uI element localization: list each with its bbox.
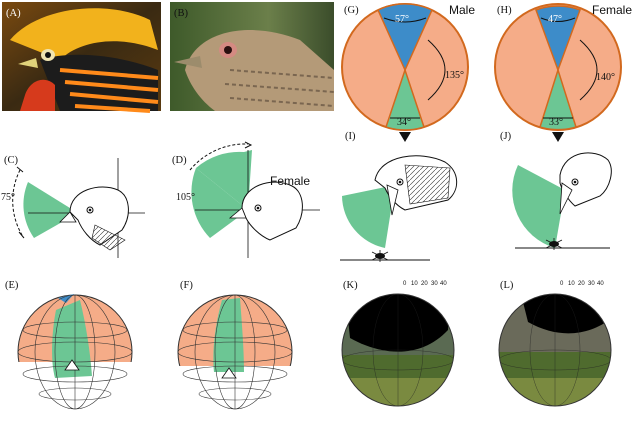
- visual-field-map-male: (G) Male 57° 135° 34°: [341, 3, 475, 142]
- panel-label-k: (K): [343, 280, 358, 291]
- binocular-sector: [512, 165, 565, 248]
- vertical-section-male: (C) 75°: [1, 155, 145, 258]
- scene-projection-female: (L) 0 10 20 30 40: [498, 280, 612, 407]
- panel-label-h: (H): [497, 5, 512, 16]
- bill-marker: [399, 132, 411, 142]
- tick-label: 30: [588, 281, 595, 287]
- binocular-angle-female: 47°: [548, 14, 562, 25]
- globe-projection-male: (E): [5, 280, 133, 419]
- panel-label-d: (D): [172, 155, 187, 166]
- binocular-field-lower: [385, 67, 425, 131]
- forage-posture-female: (J): [500, 131, 612, 250]
- vertical-angle-male: 75°: [1, 192, 15, 203]
- photo-male-pheasant: (A): [2, 2, 161, 113]
- panel-label-i: (I): [345, 131, 356, 142]
- tick-label: 40: [597, 281, 604, 287]
- panel-label-b: (B): [174, 8, 189, 19]
- sex-label-female: Female: [592, 3, 632, 17]
- blind-area: [345, 294, 450, 352]
- panel-label-l: (L): [500, 280, 514, 291]
- vertical-angle-female: 105°: [176, 192, 195, 203]
- bill-angle-female: 33°: [549, 117, 563, 128]
- elevation-scale-male: 0 10 20 30 40: [403, 281, 447, 287]
- binocular-field: [52, 300, 92, 378]
- panel-label-a: (A): [6, 8, 21, 19]
- panel-label-e: (E): [5, 280, 19, 291]
- tick-label: 10: [568, 281, 575, 287]
- binocular-sector: [23, 182, 79, 238]
- tick-label: 20: [578, 281, 585, 287]
- tick-label: 20: [421, 281, 428, 287]
- binocular-field-lower: [539, 67, 577, 131]
- binocular-field-upper: [535, 5, 581, 73]
- sex-label-male: Male: [449, 3, 475, 17]
- scene-projection-male: (K) 0 10 20 30 40: [341, 280, 455, 407]
- forage-posture-male: (I): [340, 131, 458, 262]
- blind-angle-female: 140°: [596, 72, 615, 83]
- blind-angle-male: 135°: [445, 70, 464, 81]
- binocular-sector: [191, 168, 248, 238]
- vertical-section-female: (D) 105° Female: [172, 141, 320, 258]
- elevation-scale-female: 0 10 20 30 40: [560, 281, 604, 287]
- sex-label-d: Female: [270, 174, 310, 188]
- tick-label: 30: [431, 281, 438, 287]
- panel-label-j: (J): [500, 131, 512, 142]
- binocular-sector: [342, 185, 395, 248]
- tick-label: 0: [403, 281, 407, 287]
- tick-label: 40: [440, 281, 447, 287]
- tick-label: 10: [411, 281, 418, 287]
- monocular-top: [58, 294, 74, 303]
- binocular-angle-male: 57°: [395, 14, 409, 25]
- binocular-sector-upper: [196, 150, 252, 210]
- photo-female-pheasant: (B): [170, 2, 335, 111]
- panel-label-g: (G): [344, 5, 359, 16]
- visual-field-map-female: (H) Female 47° 140° 33°: [494, 3, 632, 142]
- globe-projection-female: (F): [177, 280, 293, 423]
- bill-marker: [552, 132, 564, 142]
- panel-label-f: (F): [180, 280, 193, 291]
- panel-label-c: (C): [4, 155, 19, 166]
- binocular-field: [213, 298, 244, 372]
- tick-label: 0: [560, 281, 564, 287]
- bill-angle-male: 34°: [397, 117, 411, 128]
